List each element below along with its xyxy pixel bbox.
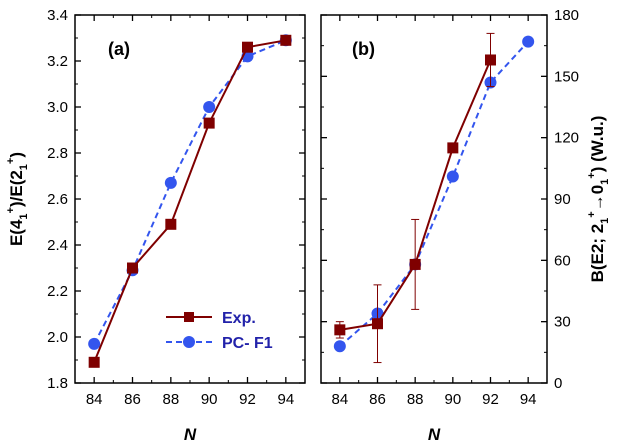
series-line-pc-f1-a — [93, 39, 287, 345]
x-tick-label-a: 90 — [201, 391, 218, 408]
y-tick-label-b: 180 — [554, 7, 579, 24]
y-tick-label-b: 90 — [554, 191, 571, 208]
data-point-exp-a — [242, 41, 253, 53]
y-tick-label-a: 2.4 — [47, 237, 68, 254]
y-tick-label-b: 0 — [554, 375, 562, 392]
y-tick-label-b: 150 — [554, 68, 579, 85]
data-point-pc-f1-b — [333, 340, 346, 353]
legend-exp-label: Exp. — [222, 310, 256, 327]
legend-pc-label: PC- F1 — [222, 335, 273, 352]
data-point-exp-a — [280, 34, 292, 46]
y-tick-label-a: 3.0 — [47, 99, 68, 116]
y-tick-label-a: 2.2 — [47, 283, 68, 300]
panel-a-series — [88, 34, 292, 368]
data-point-pc-f1-a — [203, 101, 216, 113]
x-tick-label-b: 92 — [482, 391, 499, 408]
data-point-exp-a — [127, 262, 138, 274]
x-tick-label-b: 90 — [444, 391, 461, 408]
data-point-exp-a — [165, 218, 177, 230]
panel-a-frame — [74, 14, 306, 384]
y-tick-label-a: 3.4 — [47, 7, 68, 24]
ylabel-b-part1: B(E2; 2 — [588, 224, 607, 283]
panel-a: 84 86 88 90 92 941.82.02.22.42.62.83.03.23.4 … — [5, 7, 306, 444]
series-line-pc-f1-b — [339, 40, 529, 347]
x-tick-label-b: 86 — [369, 391, 386, 408]
data-point-pc-f1-a — [88, 337, 101, 350]
data-point-exp-b — [372, 318, 383, 330]
x-tick-label-b: 88 — [407, 391, 424, 408]
panel-a-label: (a) — [108, 39, 130, 59]
data-point-exp-b — [334, 324, 346, 336]
data-point-pc-f1-b — [446, 170, 459, 183]
data-point-exp-a — [88, 356, 100, 368]
legend-pc-marker — [183, 336, 195, 348]
data-point-exp-b — [447, 142, 459, 154]
data-point-exp-b — [409, 258, 421, 270]
legend-exp-marker — [184, 312, 194, 322]
x-tick-label-b: 84 — [331, 391, 348, 408]
y-tick-label-b: 60 — [554, 252, 571, 269]
y-tick-label-a: 2.8 — [47, 145, 68, 162]
panel-a-ylabel: E(41+)/E(21+) — [5, 152, 30, 246]
legend: Exp. PC- F1 — [166, 310, 273, 352]
y-tick-label-b: 30 — [554, 314, 571, 331]
y-tick-label-a: 2.0 — [47, 329, 68, 346]
x-tick-label-a: 88 — [162, 391, 179, 408]
panel-a-ticks: 84 86 88 90 92 94 1.8 2.0 2.2 2.4 2.6 2.8 3.0 3.2 3.4 — [47, 7, 306, 408]
y-tick-label-a: 3.2 — [47, 53, 68, 70]
panel-b-ticks: 84 86 88 90 92 94 0 30 60 90 120 150 180 — [320, 7, 579, 408]
x-tick-label-b: 94 — [520, 391, 537, 408]
series-line-exp-a — [93, 39, 287, 363]
data-point-pc-f1-b — [522, 35, 535, 48]
x-tick-label-a: 94 — [277, 391, 294, 408]
panel-b: 84 86 88 90 92 94 0 30 60 90 120 150 180 (b) N B(E2;… — [320, 7, 611, 444]
x-tick-label-a: 84 — [86, 391, 103, 408]
ylabel-a-part1: E(4 — [7, 219, 26, 246]
panel-b-series — [333, 32, 535, 364]
panel-b-xlabel: N — [428, 425, 441, 444]
y-tick-label-a: 2.6 — [47, 191, 68, 208]
data-point-exp-a — [203, 117, 215, 129]
y-tick-label-b: 120 — [554, 130, 579, 147]
y-tick-label-a: 1.8 — [47, 375, 68, 392]
data-point-pc-f1-a — [164, 176, 177, 189]
x-tick-label-a: 86 — [124, 391, 141, 408]
panel-b-ylabel: B(E2; 21+→01+) (W.u.) — [586, 116, 611, 283]
data-point-exp-b — [485, 54, 496, 66]
x-tick-label-a: 92 — [239, 391, 256, 408]
panel-b-label: (b) — [352, 39, 375, 59]
panel-a-xlabel: N — [184, 425, 197, 444]
